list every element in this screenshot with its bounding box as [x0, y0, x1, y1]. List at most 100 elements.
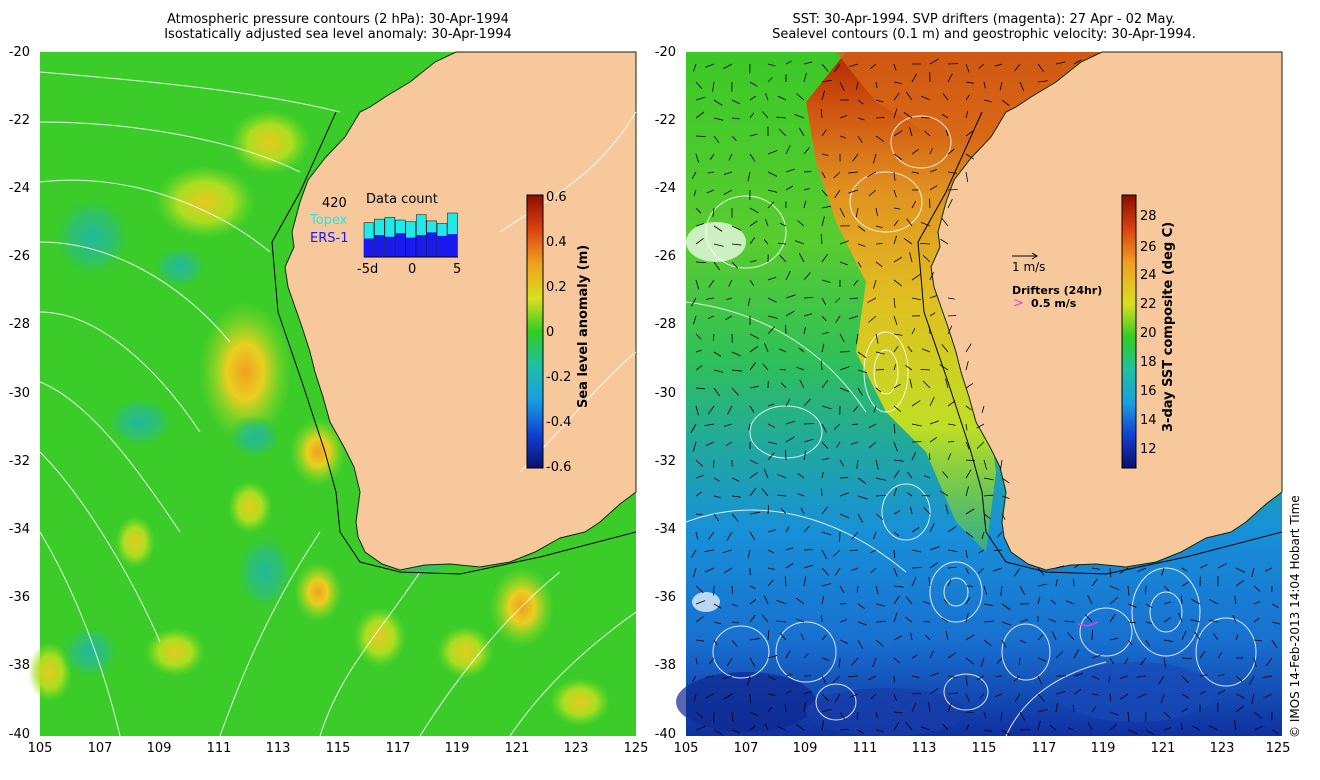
velocity-arrow	[839, 115, 848, 119]
velocity-arrow	[777, 473, 787, 479]
velocity-arrow	[1019, 639, 1027, 644]
right-cb-tick: 28	[1140, 209, 1157, 224]
velocity-arrow	[920, 242, 931, 245]
velocity-arrow	[947, 526, 957, 533]
velocity-arrow	[821, 297, 826, 305]
velocity-arrow	[1217, 652, 1223, 659]
velocity-arrow	[855, 207, 859, 218]
velocity-arrow	[1001, 603, 1011, 610]
velocity-arrow	[875, 81, 878, 89]
velocity-arrow	[778, 128, 787, 137]
velocity-arrow	[929, 58, 939, 65]
velocity-arrow	[1091, 654, 1101, 659]
velocity-arrow	[925, 634, 931, 641]
velocity-arrow	[1145, 639, 1151, 647]
velocity-arrow	[893, 441, 898, 452]
velocity-arrow	[794, 114, 805, 119]
velocity-arrow	[1127, 603, 1137, 608]
velocity-arrow	[849, 549, 859, 552]
velocity-arrow	[980, 657, 985, 667]
velocity-arrow	[965, 567, 969, 575]
velocity-arrow	[868, 675, 877, 681]
velocity-arrow	[712, 333, 715, 341]
velocity-arrow	[767, 423, 776, 428]
velocity-arrow	[1049, 724, 1057, 731]
velocity-arrow	[893, 459, 904, 462]
velocity-arrow	[893, 711, 903, 714]
velocity-arrow	[1271, 621, 1281, 625]
velocity-arrow	[947, 315, 957, 317]
velocity-arrow	[821, 90, 825, 101]
velocity-arrow	[726, 531, 733, 541]
velocity-arrow	[821, 253, 828, 263]
velocity-arrow	[767, 630, 770, 641]
velocity-arrow	[731, 99, 741, 105]
velocity-arrow	[749, 614, 756, 623]
velocity-arrow	[945, 129, 949, 137]
velocity-arrow	[983, 459, 988, 470]
velocity-arrow	[849, 297, 859, 300]
velocity-arrow	[929, 420, 939, 425]
velocity-arrow	[1163, 601, 1171, 605]
velocity-arrow	[906, 492, 913, 497]
left-xtick: 119	[444, 741, 470, 756]
right-title-line2: Sealevel contours (0.1 m) and geostrophi…	[772, 27, 1196, 42]
velocity-arrow	[767, 403, 775, 407]
velocity-arrow	[834, 189, 841, 199]
right-ytick: -40	[654, 727, 676, 742]
velocity-arrow	[965, 81, 974, 84]
velocity-arrow	[893, 470, 900, 479]
velocity-arrow	[857, 639, 863, 649]
velocity-arrow	[893, 693, 897, 701]
velocity-arrow	[947, 73, 953, 83]
velocity-arrow	[875, 639, 884, 647]
velocity-arrow	[691, 171, 697, 179]
velocity-arrow	[821, 549, 828, 560]
velocity-arrow	[911, 451, 917, 461]
velocity-arrow	[780, 382, 787, 389]
velocity-arrow	[695, 81, 703, 90]
velocity-arrow	[839, 459, 844, 467]
velocity-arrow	[911, 654, 918, 659]
velocity-arrow	[731, 621, 739, 624]
velocity-arrow	[947, 325, 953, 335]
velocity-arrow	[695, 600, 706, 605]
velocity-arrow	[692, 675, 697, 683]
left-cb-tick: -0.4	[546, 415, 572, 430]
velocity-arrow	[695, 616, 704, 623]
velocity-arrow	[767, 326, 775, 335]
velocity-arrow	[1235, 634, 1239, 641]
velocity-arrow	[767, 504, 769, 515]
velocity-arrow	[821, 153, 829, 157]
velocity-arrow	[731, 729, 741, 734]
velocity-arrow	[911, 200, 917, 209]
velocity-arrow	[997, 531, 1003, 538]
velocity-arrow	[875, 369, 884, 371]
velocity-arrow	[1055, 650, 1064, 659]
velocity-arrow	[779, 632, 787, 641]
velocity-arrow	[726, 297, 733, 301]
velocity-arrow	[747, 171, 751, 182]
left-ytick: -30	[8, 386, 30, 401]
velocity-arrow	[965, 63, 970, 73]
velocity-arrow	[839, 81, 845, 91]
velocity-arrow	[893, 585, 904, 588]
velocity-arrow	[903, 238, 913, 245]
velocity-arrow	[921, 117, 931, 119]
inset-xtick: -5d	[357, 262, 379, 277]
velocity-arrow	[1145, 621, 1153, 625]
velocity-arrow	[1001, 639, 1007, 648]
velocity-arrow	[1052, 631, 1057, 641]
left-ytick: -36	[8, 590, 30, 605]
drifter-track	[1077, 621, 1099, 627]
velocity-arrow	[835, 315, 841, 323]
velocity-arrow	[867, 297, 877, 303]
velocity-arrow	[893, 219, 899, 227]
velocity-arrow	[928, 577, 931, 587]
velocity-arrow	[731, 585, 733, 594]
right-cb-tick: 20	[1140, 326, 1157, 341]
velocity-arrow	[767, 693, 776, 696]
velocity-arrow	[695, 513, 703, 516]
credit-text: © IMOS 14-Feb-2013 14:04 Hobart Time	[1288, 495, 1302, 738]
velocity-arrow	[1262, 675, 1273, 679]
